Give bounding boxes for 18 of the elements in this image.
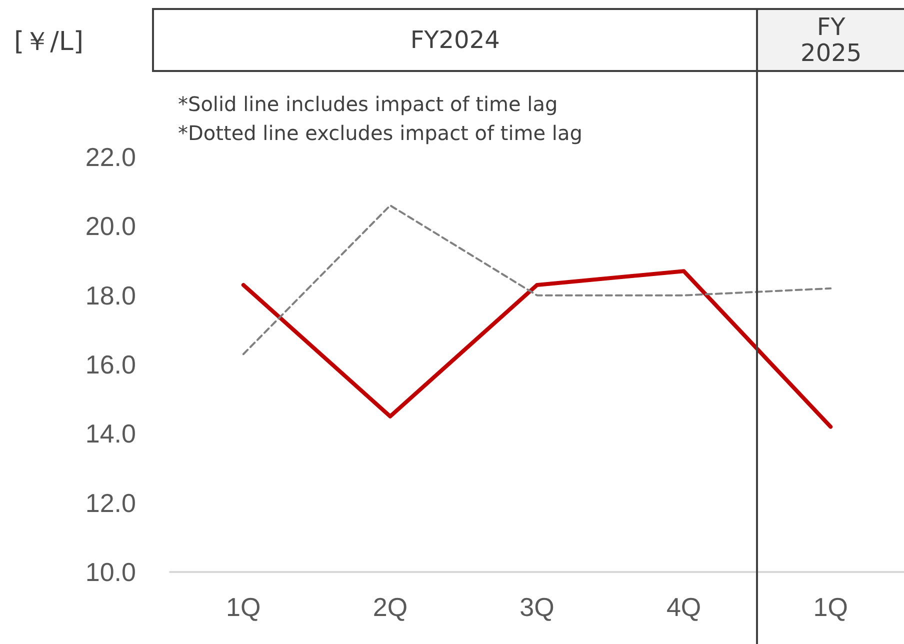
x-tick-label: 2Q <box>372 592 408 622</box>
line-series <box>242 204 832 356</box>
x-tick-label: 1Q <box>226 592 261 622</box>
y-tick-label: 18.0 <box>85 280 136 310</box>
y-tick-label: 22.0 <box>85 142 136 172</box>
text: *Dotted line excludes impact of time lag <box>178 120 582 147</box>
text: *Solid line includes impact of time lag <box>178 91 559 118</box>
y-tick-label: 10.0 <box>85 557 136 587</box>
y-tick-label: 12.0 <box>85 488 136 518</box>
x-tick-label: 4Q <box>666 592 702 622</box>
x-tick-label: 3Q <box>520 592 554 622</box>
y-tick-label: 14.0 <box>85 418 136 449</box>
x-tick-label: 1Q <box>813 592 848 622</box>
y-axis-title: [￥/L] <box>14 26 84 59</box>
y-tick-label: 16.0 <box>85 350 136 380</box>
line-series <box>241 269 833 429</box>
fiscal-year-header: FY2024 <box>152 8 758 72</box>
y-tick-label: 20.0 <box>85 211 136 242</box>
